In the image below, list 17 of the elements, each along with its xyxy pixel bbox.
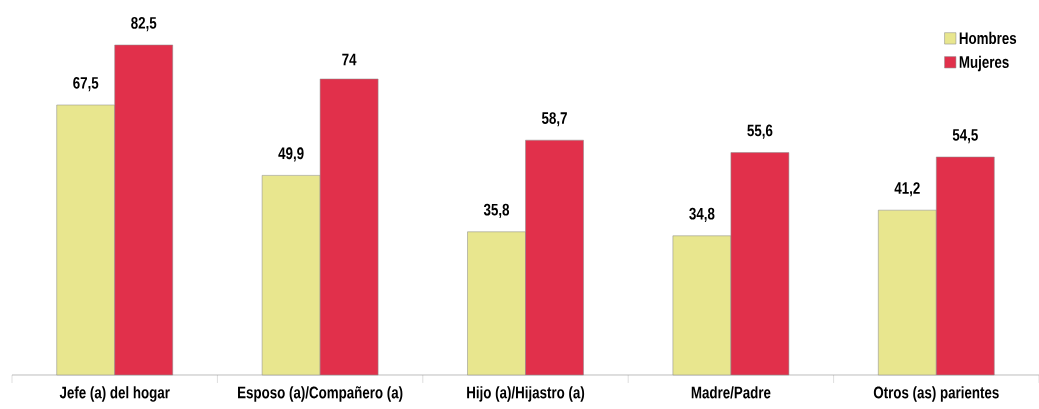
data-label: 41,2: [894, 182, 920, 197]
x-tick-label: Madre/Padre: [691, 386, 771, 399]
data-label: 54,5: [952, 129, 978, 144]
data-label: 67,5: [73, 76, 99, 92]
data-label: 58,7: [541, 112, 567, 127]
x-tick-label: Hijo (a)/Hijastro (a): [467, 386, 585, 402]
legend-label: Hombres: [959, 31, 1017, 45]
x-tick-label: Otros (as) parientes: [873, 386, 999, 402]
x-tick-label: Jefe (a) del hogar: [59, 386, 170, 402]
data-label: 34,8: [689, 207, 715, 222]
data-label: 35,8: [483, 203, 510, 218]
data-label: 82,5: [131, 16, 157, 32]
legend-label: Mujeres: [959, 55, 1009, 72]
data-label: 49,9: [278, 147, 304, 162]
data-label: 74: [342, 53, 357, 66]
data-label: 55,6: [747, 124, 773, 139]
x-tick-label: Esposo (a)/Compañero (a): [238, 386, 403, 402]
